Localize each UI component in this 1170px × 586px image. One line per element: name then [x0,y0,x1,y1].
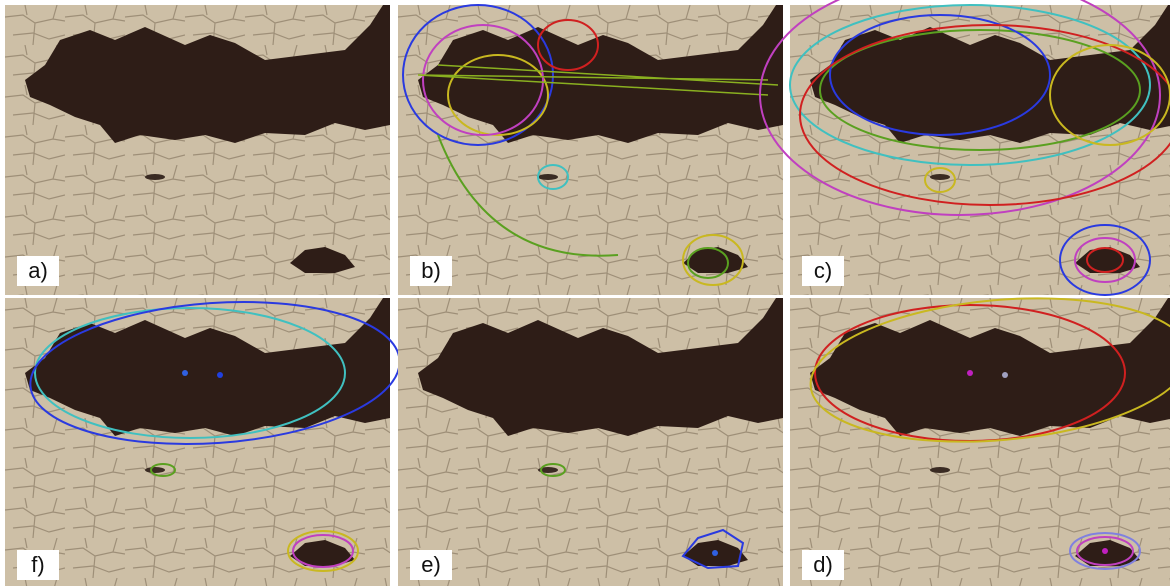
panel-f [5,290,404,586]
panel-label: c) [814,258,832,283]
panel-a [5,5,390,295]
panel-c [760,0,1170,295]
panel-label: b) [421,258,441,283]
panel-label: f) [31,552,44,577]
figure: a) b) c) f) e) d) [0,0,1170,586]
panel-label: a) [28,258,48,283]
panel-b [398,5,783,295]
panel-d [790,284,1170,586]
panel-e [398,298,783,586]
panel-label: e) [421,552,441,577]
panel-label: d) [813,552,833,577]
